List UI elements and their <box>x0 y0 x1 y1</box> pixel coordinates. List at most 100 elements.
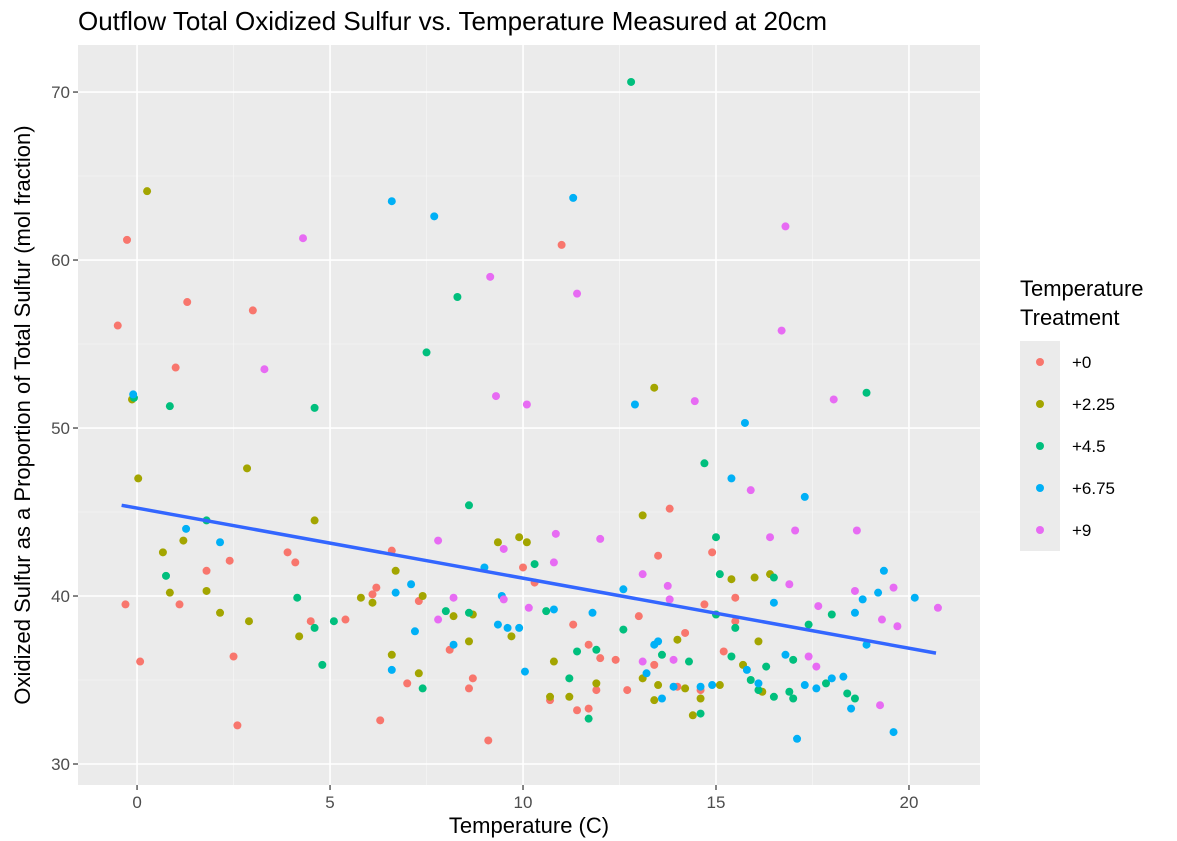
data-point <box>793 734 802 743</box>
legend-marker <box>1036 358 1044 366</box>
legend-marker <box>1036 400 1044 408</box>
data-point <box>519 563 528 572</box>
data-point <box>700 459 709 468</box>
data-point <box>368 598 377 607</box>
data-point <box>283 548 292 557</box>
data-point <box>712 533 720 542</box>
data-point <box>418 592 427 601</box>
data-point <box>754 679 763 688</box>
data-point <box>746 486 755 495</box>
data-point <box>549 558 558 567</box>
data-point <box>403 679 412 688</box>
data-point <box>492 392 500 401</box>
data-point <box>627 77 636 86</box>
data-point <box>216 538 225 547</box>
data-point <box>410 627 419 636</box>
data-point <box>468 674 477 683</box>
x-tick-label: 20 <box>900 793 919 812</box>
data-point <box>681 628 690 637</box>
data-point <box>719 647 728 656</box>
data-point <box>225 556 234 565</box>
data-point <box>464 637 473 646</box>
data-point <box>785 580 794 589</box>
data-point <box>657 694 666 703</box>
data-point <box>789 694 798 703</box>
data-point <box>731 617 740 626</box>
data-point <box>650 696 659 705</box>
data-point <box>850 694 859 703</box>
data-point <box>696 682 705 691</box>
data-point <box>113 321 122 330</box>
data-point <box>464 684 473 693</box>
y-tick-label: 40 <box>51 587 70 606</box>
data-point <box>893 622 902 631</box>
data-point <box>449 593 458 602</box>
data-point <box>708 548 717 557</box>
data-point <box>690 397 699 406</box>
data-point <box>464 608 473 617</box>
data-point <box>136 657 145 666</box>
data-point <box>449 640 458 649</box>
data-point <box>740 418 749 427</box>
data-point <box>387 197 396 206</box>
data-point <box>244 617 253 626</box>
legend-label: +2.25 <box>1072 395 1115 414</box>
data-point <box>889 728 898 737</box>
data-point <box>542 607 551 616</box>
data-point <box>862 640 871 649</box>
data-point <box>486 272 495 281</box>
data-point <box>715 681 724 690</box>
data-point <box>611 655 620 664</box>
data-point <box>654 551 663 560</box>
data-point <box>876 701 885 710</box>
data-point <box>158 548 167 557</box>
data-point <box>299 234 308 243</box>
data-point <box>791 526 800 535</box>
x-tick-label: 10 <box>514 793 533 812</box>
legend-label: +9 <box>1072 521 1091 540</box>
data-point <box>183 298 192 307</box>
data-point <box>449 612 458 621</box>
data-point <box>121 600 130 609</box>
data-point <box>329 617 338 626</box>
data-point <box>766 533 775 542</box>
data-point <box>229 652 238 661</box>
data-point <box>754 637 763 646</box>
data-point <box>862 388 871 397</box>
data-point <box>493 620 502 629</box>
data-point <box>372 583 381 592</box>
data-point <box>696 694 705 703</box>
data-point <box>310 403 319 412</box>
data-point <box>762 662 771 671</box>
data-point <box>663 581 672 590</box>
data-point <box>874 588 883 597</box>
data-point <box>248 306 257 315</box>
data-point <box>839 672 848 681</box>
data-point <box>688 711 697 720</box>
data-point <box>630 400 639 409</box>
data-point <box>619 625 628 634</box>
data-point <box>879 566 888 575</box>
data-point <box>233 721 242 730</box>
data-point <box>619 585 628 594</box>
data-point <box>318 660 327 669</box>
data-point <box>684 657 693 666</box>
data-point <box>843 689 852 698</box>
x-axis-label: Temperature (C) <box>449 813 609 838</box>
plot-panel <box>78 45 980 785</box>
data-point <box>134 474 143 483</box>
data-point <box>588 608 597 617</box>
data-point <box>216 608 225 617</box>
data-point <box>573 647 582 656</box>
data-point <box>800 492 809 501</box>
data-point <box>565 692 574 701</box>
data-point <box>657 650 666 659</box>
data-point <box>175 600 184 609</box>
data-point <box>549 605 558 614</box>
data-point <box>573 706 582 715</box>
data-point <box>376 716 385 725</box>
data-point <box>638 511 647 520</box>
data-point <box>642 669 651 678</box>
data-point <box>499 595 508 604</box>
